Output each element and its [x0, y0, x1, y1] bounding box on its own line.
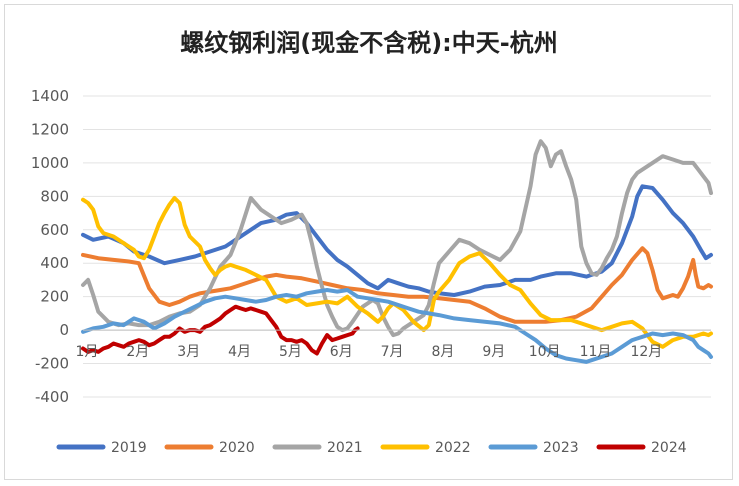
series-lines [81, 139, 713, 364]
x-axis-ticks: 1月 2月 3月 4月 5月 6月 7月 8月 9月 10月 11月 12月 [76, 344, 663, 360]
x-tick-label: 2月 [126, 344, 149, 360]
x-tick-label: 3月 [177, 344, 200, 360]
legend: 2019 2020 2021 2022 2023 2024 [56, 440, 687, 456]
legend-label: 2019 [111, 440, 147, 456]
y-tick-label: 800 [40, 187, 69, 205]
x-tick-label: 12月 [630, 344, 662, 360]
x-tick-label: 4月 [228, 344, 251, 360]
legend-label: 2023 [543, 440, 579, 456]
legend-label: 2022 [435, 440, 471, 456]
x-tick-label: 8月 [431, 344, 454, 360]
x-tick-label: 11月 [580, 344, 612, 360]
line-chart: 螺纹钢利润(现金不含税):中天-杭州 1400 1200 1000 800 600 400… [31, 29, 713, 456]
y-tick-label: 200 [40, 288, 69, 306]
x-tick-label: 7月 [381, 344, 404, 360]
y-tick-label: 1200 [31, 120, 69, 138]
chart-title: 螺纹钢利润(现金不含税):中天-杭州 [180, 29, 558, 57]
legend-label: 2024 [651, 440, 687, 456]
series-line-2023 [81, 288, 713, 364]
series-line-2019 [81, 184, 713, 297]
y-axis-ticks: 1400 1200 1000 800 600 400 200 0 -200 -400 [31, 87, 69, 406]
series-line-2022 [81, 196, 713, 349]
x-tick-label: 1月 [76, 344, 99, 360]
y-tick-label: 0 [59, 321, 69, 339]
y-tick-label: 1000 [31, 154, 69, 172]
y-tick-label: -200 [35, 355, 69, 373]
x-tick-label: 5月 [279, 344, 302, 360]
legend-label: 2020 [219, 440, 255, 456]
y-tick-label: 400 [40, 254, 69, 272]
series-line-2021 [81, 139, 713, 338]
legend-label: 2021 [327, 440, 363, 456]
series-line-2020 [81, 246, 713, 324]
series-line-2024 [81, 304, 360, 356]
x-tick-label: 9月 [482, 344, 505, 360]
y-tick-label: 600 [40, 221, 69, 239]
y-tick-label: -400 [35, 388, 69, 406]
x-tick-label: 10月 [529, 344, 561, 360]
y-tick-label: 1400 [31, 87, 69, 105]
chart-frame: 螺纹钢利润(现金不含税):中天-杭州 1400 1200 1000 800 600 400… [4, 4, 733, 480]
x-tick-label: 6月 [330, 344, 353, 360]
